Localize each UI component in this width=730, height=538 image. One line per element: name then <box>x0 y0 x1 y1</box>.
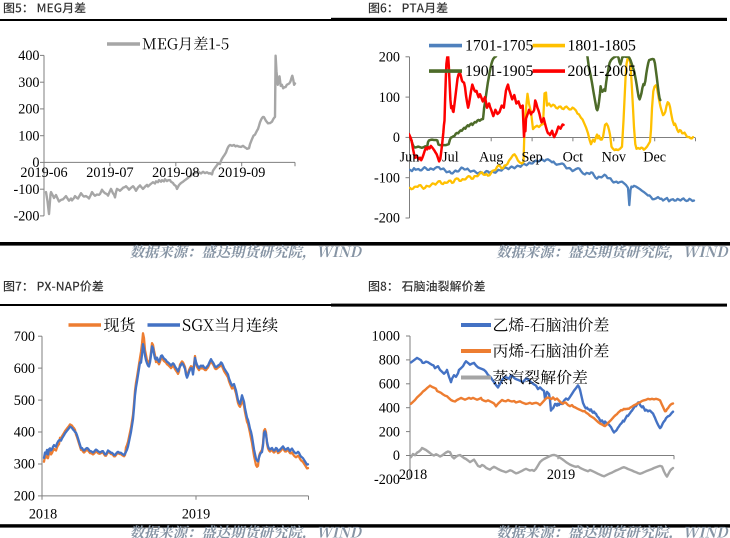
svg-text:0: 0 <box>393 448 400 464</box>
svg-text:Sep: Sep <box>521 149 542 165</box>
svg-text:400: 400 <box>14 425 35 441</box>
svg-text:1901-1905: 1901-1905 <box>465 63 534 80</box>
svg-text:400: 400 <box>18 48 39 64</box>
svg-text:200: 200 <box>379 50 400 66</box>
svg-text:200: 200 <box>18 102 39 118</box>
svg-text:700: 700 <box>14 329 35 345</box>
svg-text:2019-08: 2019-08 <box>152 165 199 181</box>
svg-text:0: 0 <box>32 155 39 171</box>
svg-text:500: 500 <box>14 393 35 409</box>
svg-text:-100: -100 <box>13 182 39 198</box>
svg-text:Oct: Oct <box>563 149 584 165</box>
svg-text:2001-2005: 2001-2005 <box>568 63 637 80</box>
svg-text:1701-1705: 1701-1705 <box>465 38 534 55</box>
svg-text:200: 200 <box>379 424 400 440</box>
svg-text:1801-1805: 1801-1805 <box>568 38 637 55</box>
svg-text:2018: 2018 <box>399 467 427 483</box>
svg-text:100: 100 <box>379 90 400 106</box>
svg-text:300: 300 <box>14 457 35 473</box>
svg-text:-200: -200 <box>374 211 400 227</box>
svg-text:2018: 2018 <box>29 507 57 523</box>
svg-text:2019-09: 2019-09 <box>218 165 265 181</box>
svg-text:1000: 1000 <box>372 329 400 345</box>
svg-text:Dec: Dec <box>643 149 666 165</box>
svg-text:600: 600 <box>14 361 35 377</box>
svg-text:100: 100 <box>18 128 39 144</box>
svg-text:200: 200 <box>14 489 35 505</box>
svg-text:-200: -200 <box>374 472 400 488</box>
svg-text:800: 800 <box>379 353 400 369</box>
svg-text:2019-06: 2019-06 <box>20 165 67 181</box>
svg-text:Jun: Jun <box>400 149 420 165</box>
svg-text:Nov: Nov <box>602 149 627 165</box>
svg-text:300: 300 <box>18 75 39 91</box>
svg-text:2019: 2019 <box>547 467 575 483</box>
svg-text:400: 400 <box>379 400 400 416</box>
svg-text:600: 600 <box>379 377 400 393</box>
svg-text:Jul: Jul <box>442 149 459 165</box>
svg-text:2019: 2019 <box>182 507 210 523</box>
svg-text:2019-07: 2019-07 <box>86 165 133 181</box>
svg-text:0: 0 <box>393 130 400 146</box>
svg-text:-100: -100 <box>374 170 400 186</box>
svg-text:-200: -200 <box>13 209 39 225</box>
svg-text:Aug: Aug <box>479 149 503 165</box>
